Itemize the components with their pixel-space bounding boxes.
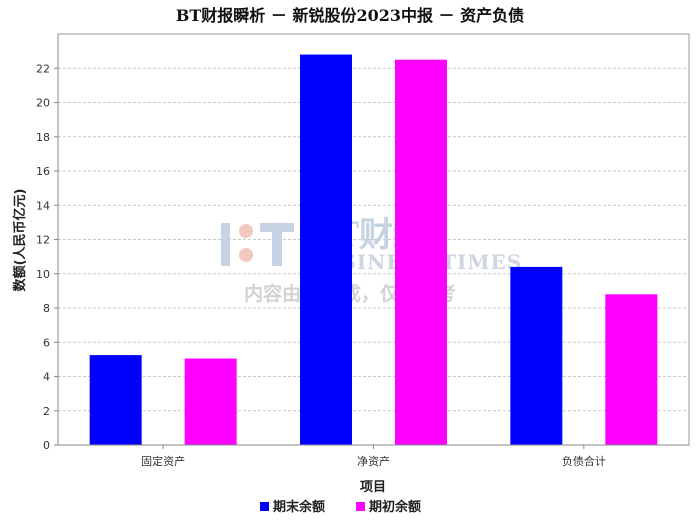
legend-item: 期末余额 xyxy=(260,499,325,515)
y-tick-label: 0 xyxy=(43,439,50,452)
axes: 0 2 4 6 8 10 12 14 16 18 20 22 固定资产 净资产 负债合计 xyxy=(36,34,689,468)
legend: 期末余额 期初余额 xyxy=(260,499,421,515)
y-tick-label: 16 xyxy=(36,165,50,178)
y-tick-label: 8 xyxy=(43,302,50,315)
bar xyxy=(605,294,658,445)
legend-swatch xyxy=(260,502,269,511)
bar xyxy=(395,59,447,445)
bar xyxy=(89,355,142,445)
y-tick-label: 6 xyxy=(43,336,50,349)
y-tick-label: 20 xyxy=(36,97,50,110)
legend-label: 期初余额 xyxy=(369,499,421,515)
legend-label: 期末余额 xyxy=(273,499,325,515)
x-tick-label: 固定资产 xyxy=(141,454,185,468)
x-tick-label: 负债合计 xyxy=(562,454,606,468)
bars xyxy=(89,54,658,446)
x-tick-label: 净资产 xyxy=(357,454,390,468)
watermark-logo-icon xyxy=(221,223,294,266)
grid-lines xyxy=(57,33,690,446)
legend-swatch xyxy=(356,502,365,511)
y-tick-label: 4 xyxy=(43,371,50,384)
chart-title: BT财报瞬析 － 新锐股份2023中报 － 资产负债 xyxy=(176,6,524,25)
y-tick-label: 10 xyxy=(36,268,50,281)
x-axis-title: 项目 xyxy=(360,480,386,495)
y-tick-label: 18 xyxy=(36,131,50,144)
y-tick-label: 14 xyxy=(36,199,50,212)
y-axis-title: 数额(人民币亿元) xyxy=(12,189,28,292)
bar xyxy=(510,266,563,445)
legend-item: 期初余额 xyxy=(356,499,421,515)
y-tick-label: 12 xyxy=(36,234,50,247)
y-tick-label: 22 xyxy=(36,62,50,75)
y-tick-label: 2 xyxy=(43,405,50,418)
bar xyxy=(184,358,237,445)
bar xyxy=(300,54,352,446)
